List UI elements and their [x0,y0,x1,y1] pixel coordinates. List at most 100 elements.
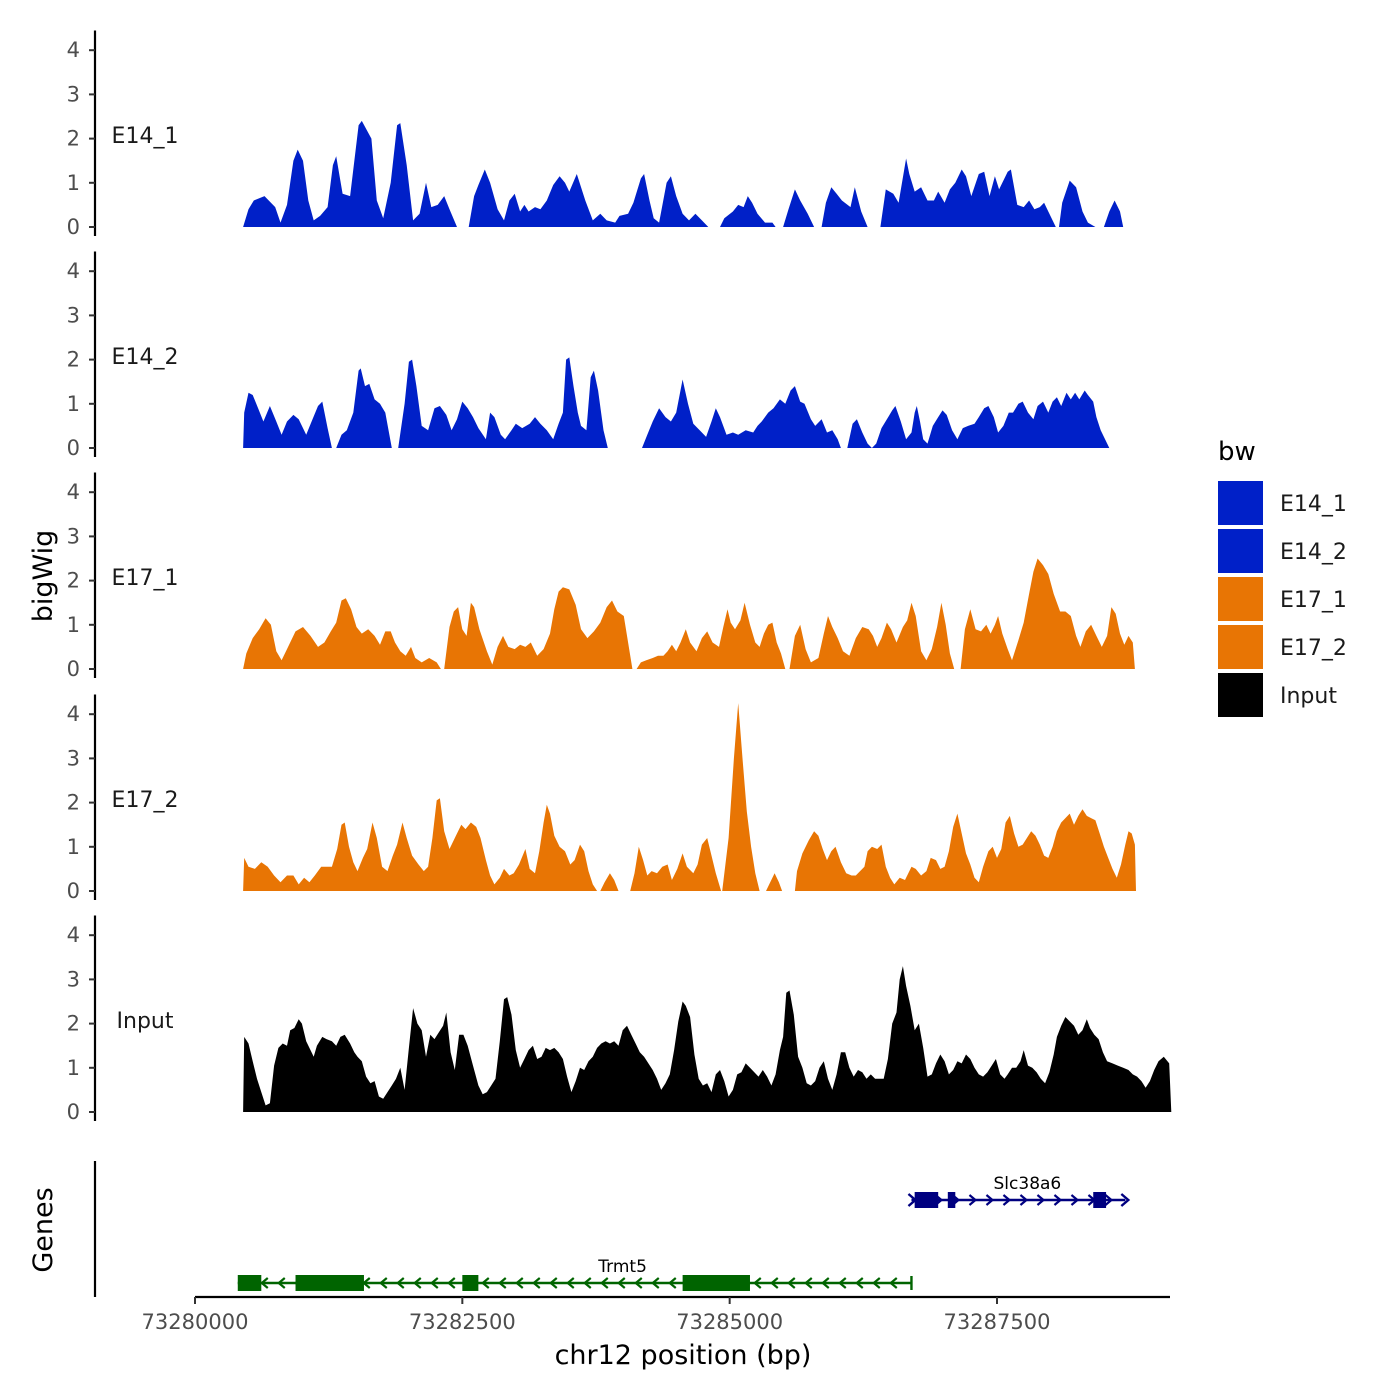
legend: bw E14_1 E14_2 E17_1 E17_2 Input [1218,437,1347,717]
y-tick-label: 3 [67,303,80,327]
x-tick-label: 73287500 [944,1310,1051,1334]
y-tick-label: 0 [67,1100,80,1124]
track-E14_2: 0 1 2 3 4 E14_2 [67,251,1110,460]
legend-label-E17_1: E17_1 [1280,588,1347,613]
legend-key-E17_1 [1218,577,1263,621]
strand-chevron [838,1277,847,1289]
y-axis-title-bigwig: bigWig [28,530,59,623]
gene-Slc38a6: Slc38a6 [907,1174,1131,1208]
y-tick-label: 3 [67,967,80,991]
strand-chevron [668,1277,677,1289]
strand-chevron [515,1277,524,1289]
legend-label-E14_1: E14_1 [1280,492,1347,517]
coverage-tracks: 0 1 2 3 4 E14_1 0 1 2 3 4 E14_2 0 1 2 3 4 E17_1 0 1 2 3 4 E17_2… [67,30,1172,1124]
coverage-area-E14_1 [243,120,1124,227]
x-tick-label: 73282500 [409,1310,516,1334]
legend-key-E17_2 [1218,625,1263,669]
strand-chevron [1070,1194,1080,1206]
y-tick-label: 0 [67,436,80,460]
strand-chevron [968,1194,978,1206]
y-tick-label: 4 [67,923,80,947]
track-label: E17_1 [112,566,179,591]
strand-chevron [889,1277,898,1289]
strand-chevron [532,1277,541,1289]
track-label: Input [117,1009,174,1034]
y-tick-label: 1 [67,835,80,859]
strand-chevron [753,1277,762,1289]
y-tick-label: 3 [67,746,80,770]
strand-chevron [1019,1194,1029,1206]
strand-chevron [855,1277,864,1289]
exon-block [682,1275,750,1291]
y-axis-title-genes: Genes [28,1187,59,1272]
strand-chevron [617,1277,626,1289]
strand-chevron [413,1277,422,1289]
exon-block [1093,1192,1107,1208]
y-tick-label: 3 [67,82,80,106]
strand-chevron [430,1277,439,1289]
track-E17_1: 0 1 2 3 4 E17_1 [67,472,1135,681]
legend-label-Input: Input [1280,684,1337,709]
y-tick-label: 2 [67,1012,80,1036]
y-tick-label: 1 [67,613,80,637]
strand-chevron [770,1277,779,1289]
y-tick-label: 2 [67,791,80,815]
y-tick-label: 0 [67,215,80,239]
strand-chevron [600,1277,609,1289]
strand-chevron [379,1277,388,1289]
legend-label-E17_2: E17_2 [1280,636,1347,661]
strand-chevron [821,1277,830,1289]
x-axis-title: chr12 position (bp) [555,1340,812,1371]
y-tick-label: 4 [67,702,80,726]
strand-chevron [1036,1194,1046,1206]
legend-key-E14_2 [1218,529,1263,573]
coverage-area-Input [243,966,1172,1112]
gene-annotation-panel: Slc38a6 Trmt5 [93,1161,1131,1297]
y-tick-label: 2 [67,127,80,151]
strand-chevron [985,1194,995,1206]
strand-chevron [634,1277,643,1289]
strand-chevron [260,1277,269,1289]
coverage-area-E17_2 [243,703,1137,891]
track-Input: 0 1 2 3 4 Input [67,915,1172,1124]
strand-chevron [396,1277,405,1289]
legend-key-Input [1218,673,1263,717]
strand-chevron [1053,1194,1063,1206]
track-label: E17_2 [112,788,179,813]
strand-chevron [583,1277,592,1289]
y-tick-label: 0 [67,879,80,903]
track-E14_1: 0 1 2 3 4 E14_1 [67,30,1124,239]
track-E17_2: 0 1 2 3 4 E17_2 [67,694,1137,903]
strand-chevron [651,1277,660,1289]
strand-chevron [277,1277,286,1289]
y-tick-label: 4 [67,259,80,283]
y-tick-label: 1 [67,392,80,416]
strand-chevron [787,1277,796,1289]
y-tick-label: 4 [67,480,80,504]
strand-chevron [872,1277,881,1289]
gene-name-label: Slc38a6 [994,1174,1062,1194]
coverage-area-E17_1 [243,558,1135,669]
legend-title: bw [1218,437,1256,467]
strand-chevron [1104,1194,1114,1206]
x-axis: 73280000 73282500 73285000 73287500 [142,1295,1170,1334]
exon-block [947,1192,956,1208]
strand-chevron [804,1277,813,1289]
y-tick-label: 1 [67,171,80,195]
exon-block [462,1275,479,1291]
strand-chevron [1002,1194,1012,1206]
track-label: E14_2 [112,345,179,370]
y-tick-label: 1 [67,1056,80,1080]
y-tick-label: 0 [67,657,80,681]
strand-chevron [566,1277,575,1289]
y-tick-label: 2 [67,348,80,372]
strand-chevron [447,1277,456,1289]
gene-end-cap [1120,1193,1131,1207]
gene-Trmt5: Trmt5 [237,1257,913,1291]
coverage-area-E14_2 [243,357,1110,448]
legend-key-E14_1 [1218,481,1263,525]
y-tick-label: 2 [67,569,80,593]
legend-label-E14_2: E14_2 [1280,540,1347,565]
track-label: E14_1 [112,124,179,149]
